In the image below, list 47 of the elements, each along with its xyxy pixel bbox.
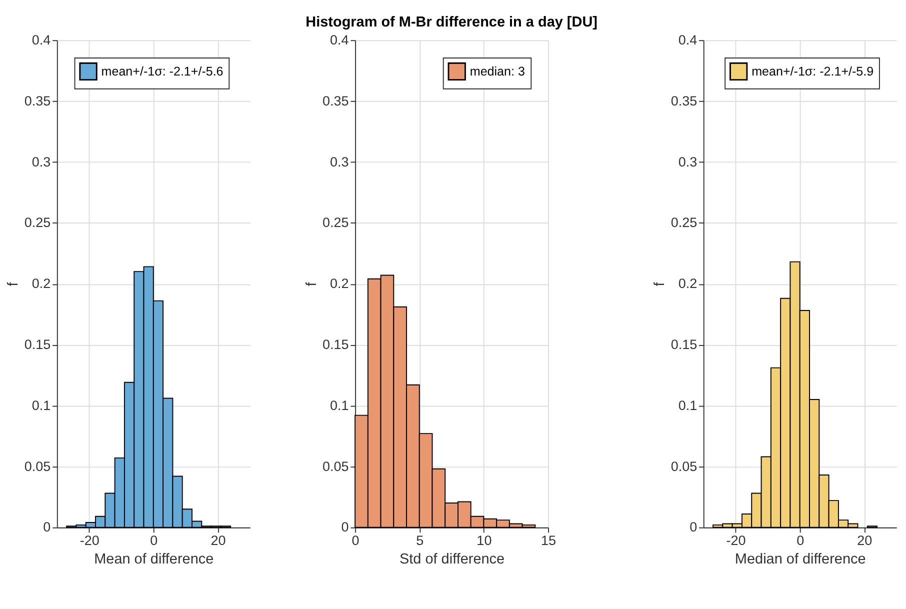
x-tick-label: 5 <box>416 533 424 548</box>
x-tick-label: 15 <box>541 533 556 548</box>
y-tick-label: 0.35 <box>322 93 349 108</box>
y-tick-label: 0.35 <box>670 93 698 108</box>
chart-title: Histogram of M-Br difference in a day [DU] <box>306 14 598 31</box>
y-tick-label: 0.2 <box>32 276 51 292</box>
y-tick-label: 0.25 <box>322 215 349 230</box>
y-tick-label: 0.25 <box>24 215 51 230</box>
y-tick-label: 0.2 <box>678 276 698 292</box>
y-axis-title: f <box>304 281 320 286</box>
x-tick-label: 20 <box>210 533 226 548</box>
y-tick-label: 0.35 <box>24 93 51 108</box>
y-tick-label: 0.2 <box>330 276 349 292</box>
y-tick-label: 0.4 <box>678 32 698 48</box>
y-tick-label: 0.05 <box>24 458 51 474</box>
x-tick-label: 0 <box>796 533 804 548</box>
x-tick-label: 10 <box>476 533 492 548</box>
y-tick-label: 0.3 <box>678 154 698 170</box>
y-tick-label: 0.4 <box>330 32 350 48</box>
y-tick-label: 0.1 <box>678 398 698 413</box>
legend-label: median: 3 <box>470 64 525 78</box>
x-axis-title: Std of difference <box>399 552 505 568</box>
x-tick-label: 0 <box>150 533 158 548</box>
y-axis-title: f <box>652 281 668 286</box>
legend-label: mean+/-1σ: -2.1+/-5.6 <box>101 64 224 78</box>
y-tick-label: 0.1 <box>330 398 349 413</box>
legend-label: mean+/-1σ: -2.1+/-5.9 <box>752 64 874 78</box>
x-axis-title: Mean of difference <box>94 552 214 568</box>
y-tick-label: 0.3 <box>32 154 51 170</box>
x-tick-label: -20 <box>80 533 100 548</box>
x-axis-title: Median of difference <box>734 552 866 568</box>
y-tick-label: 0.15 <box>670 336 698 352</box>
x-tick-label: 20 <box>857 533 872 548</box>
y-tick-label: 0.05 <box>322 458 349 474</box>
y-tick-label: 0 <box>690 520 698 535</box>
y-tick-label: 0.25 <box>670 215 698 230</box>
y-tick-label: 0.4 <box>32 32 52 48</box>
x-tick-label: 0 <box>352 533 360 548</box>
y-tick-label: 0.15 <box>322 336 349 352</box>
y-tick-label: 0 <box>341 520 349 535</box>
y-tick-label: 0.1 <box>32 398 51 413</box>
y-axis-title: f <box>6 281 22 286</box>
x-tick-label: -20 <box>726 533 746 548</box>
y-tick-label: 0.15 <box>24 336 51 352</box>
y-tick-label: 0 <box>43 520 51 535</box>
y-tick-label: 0.3 <box>330 154 349 170</box>
y-tick-label: 0.05 <box>670 458 698 474</box>
